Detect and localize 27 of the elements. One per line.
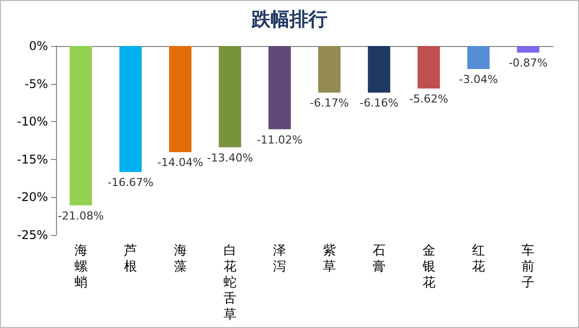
data-label: -13.40% [206,151,253,164]
x-tick-label: 芦根 [124,244,138,274]
x-tick-label: 海螺蛸 [74,244,88,290]
data-label: -0.87% [508,56,548,70]
y-tick-label: -25% [16,228,48,242]
x-tick-label: 紫草 [322,244,336,274]
y-tick-label: 0% [28,39,48,53]
y-tick-label: -20% [16,190,48,204]
data-label: -21.08% [58,209,104,222]
y-tick-label: -5% [24,76,48,91]
y-tick-label: -10% [16,114,48,129]
x-tick-label: 泽泻 [273,244,286,274]
data-label: -11.02% [256,133,303,146]
y-tick-label: -15% [16,152,48,166]
x-tick-label: 金银花 [421,244,436,290]
chart-title: 跌幅排行 [250,8,328,30]
data-label: -5.62% [409,92,448,106]
data-label: -6.17% [310,96,349,110]
x-tick-label: 白花蛇舌草 [223,244,236,322]
data-label: -3.04% [458,72,498,86]
data-label: -6.16% [360,96,399,110]
x-tick-label: 红花 [472,244,485,274]
data-label: -16.67% [108,176,154,190]
x-tick-label: 石膏 [372,244,386,274]
x-tick-label: 海藻 [174,244,187,274]
data-label: -14.04% [157,156,204,170]
x-tick-label: 车前子 [522,244,535,290]
